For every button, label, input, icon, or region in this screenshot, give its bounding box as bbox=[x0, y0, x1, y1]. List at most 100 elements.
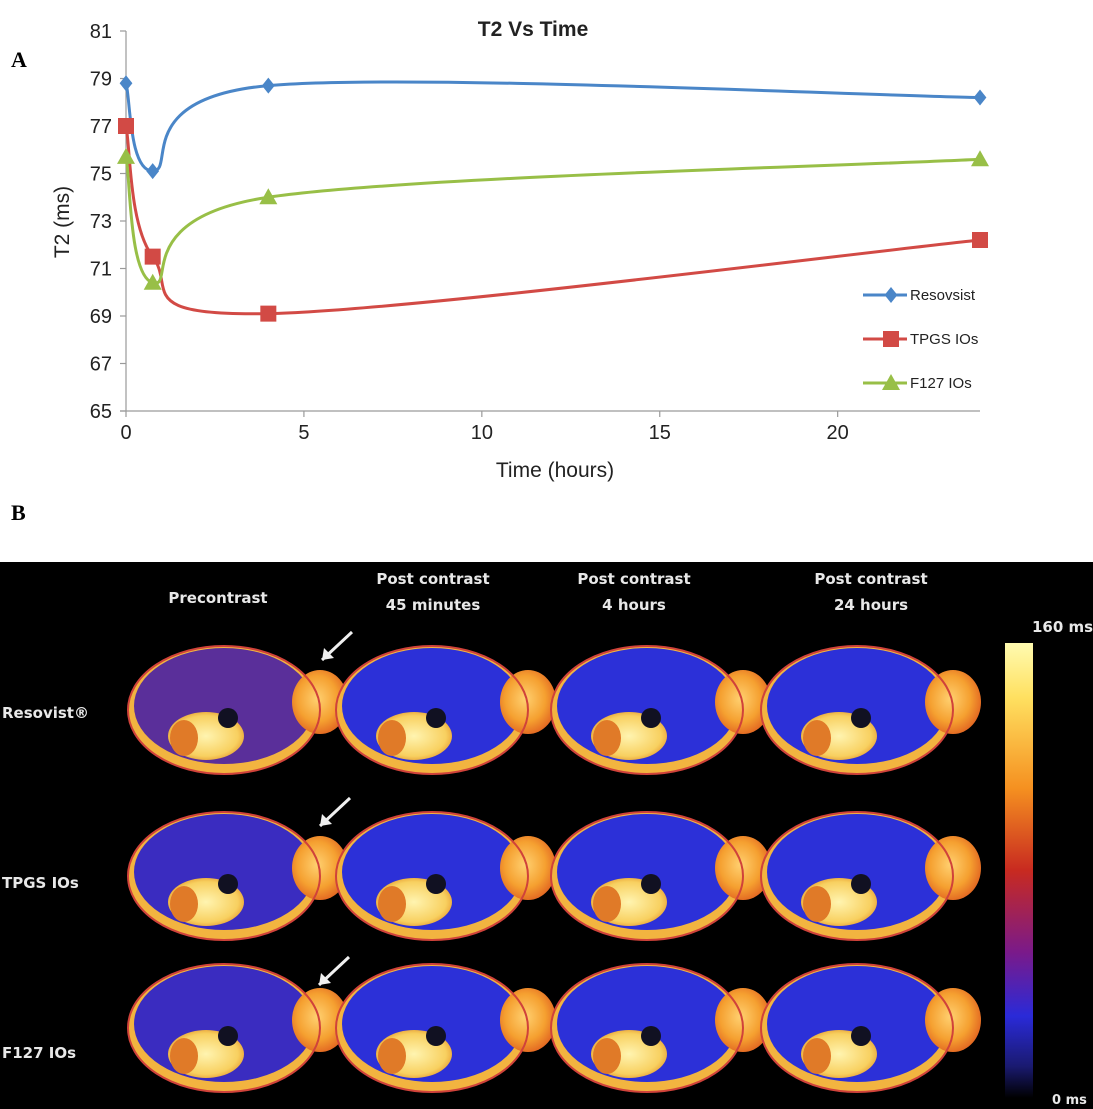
slice-outline bbox=[127, 645, 321, 775]
tumor-arrow-head bbox=[322, 648, 334, 660]
series-layer bbox=[117, 75, 989, 322]
slice-spine bbox=[851, 874, 871, 894]
mri-slice bbox=[127, 811, 348, 941]
slice-kidney bbox=[593, 720, 621, 756]
y-tick-label: 77 bbox=[90, 116, 112, 138]
slice-outline bbox=[335, 645, 529, 775]
slice-kidney bbox=[378, 1038, 406, 1074]
x-axis-ticks: 0 5 10 15 20 bbox=[120, 411, 849, 444]
slice-kidney bbox=[803, 1038, 831, 1074]
x-tick-label: 0 bbox=[120, 422, 131, 444]
y-tick-label: 81 bbox=[90, 21, 112, 43]
data-point-tpgs-ios bbox=[260, 305, 277, 322]
data-point-f127-ios bbox=[971, 150, 989, 167]
x-axis-title: Time (hours) bbox=[496, 459, 614, 482]
x-tick-label: 10 bbox=[471, 422, 493, 444]
slice-kidney bbox=[378, 886, 406, 922]
slice-spine bbox=[218, 874, 238, 894]
legend-marker-f127-ios bbox=[882, 374, 900, 390]
mri-slice bbox=[760, 963, 981, 1093]
slice-outline bbox=[550, 811, 744, 941]
mri-slice bbox=[550, 645, 771, 775]
mri-row-label: TPGS IOs bbox=[2, 874, 79, 892]
slice-spine bbox=[426, 874, 446, 894]
slice-kidney bbox=[170, 720, 198, 756]
y-axis-ticks: 65 67 69 71 73 75 77 79 81 bbox=[90, 21, 126, 423]
chart-title: T2 Vs Time bbox=[478, 18, 589, 41]
colorbar-max-label: 160 ms bbox=[1032, 618, 1093, 636]
slice-outline bbox=[335, 963, 529, 1093]
slice-spine bbox=[426, 708, 446, 728]
data-point-tpgs-ios bbox=[972, 232, 988, 248]
series-resovsist bbox=[119, 75, 987, 180]
x-tick-label: 15 bbox=[649, 422, 671, 444]
slice-spine bbox=[851, 708, 871, 728]
x-tick-label: 20 bbox=[827, 422, 849, 444]
slice-spine bbox=[218, 708, 238, 728]
panel-b-label: B bbox=[11, 500, 26, 525]
slice-kidney bbox=[803, 886, 831, 922]
slice-outline bbox=[760, 811, 954, 941]
slice-kidney bbox=[593, 1038, 621, 1074]
slice-spine bbox=[641, 1026, 661, 1046]
mri-column-header: Post contrast bbox=[376, 570, 489, 588]
data-point-resovsist bbox=[973, 89, 987, 106]
mri-slice bbox=[127, 645, 348, 775]
mri-column-header: 24 hours bbox=[834, 596, 908, 614]
slice-spine bbox=[641, 874, 661, 894]
slice-kidney bbox=[170, 1038, 198, 1074]
slice-outline bbox=[550, 963, 744, 1093]
series-line-tpgs-ios bbox=[124, 125, 981, 316]
mri-row-label: Resovist® bbox=[2, 704, 89, 722]
data-point-f127-ios bbox=[259, 188, 278, 205]
mri-column-header: 45 minutes bbox=[386, 596, 481, 614]
slice-outline bbox=[760, 645, 954, 775]
legend-label-f127-ios: F127 IOs bbox=[910, 375, 972, 392]
mri-row-label: F127 IOs bbox=[2, 1044, 76, 1062]
mri-column-header: 4 hours bbox=[602, 596, 666, 614]
line-chart: T2 Vs Time 65 67 69 71 73 75 77 79 81 0 5 10 15 20 T… bbox=[51, 18, 989, 482]
mri-slice bbox=[335, 811, 556, 941]
series-line-resovsist bbox=[124, 80, 981, 173]
tumor-arrow-head bbox=[320, 814, 332, 826]
legend-marker-resovsist bbox=[884, 287, 898, 303]
y-tick-label: 75 bbox=[90, 164, 112, 186]
mri-slice bbox=[335, 645, 556, 775]
mri-slice bbox=[127, 963, 348, 1093]
legend-label-tpgs-ios: TPGS IOs bbox=[910, 331, 978, 348]
slice-kidney bbox=[593, 886, 621, 922]
data-point-resovsist bbox=[261, 77, 275, 94]
mri-column-headers: Precontrast Post contrast 45 minutes Post c… bbox=[168, 570, 927, 614]
mri-image-grid bbox=[127, 645, 981, 1093]
slice-spine bbox=[851, 1026, 871, 1046]
data-point-f127-ios bbox=[143, 273, 162, 290]
colorbar-min-label: 0 ms bbox=[1052, 1093, 1087, 1108]
legend: Resovsist TPGS IOs F127 IOs bbox=[863, 287, 978, 392]
data-point-tpgs-ios bbox=[118, 118, 134, 134]
series-tpgs-ios bbox=[118, 118, 988, 322]
series-line-f127-ios bbox=[124, 156, 981, 285]
slice-kidney bbox=[170, 886, 198, 922]
data-point-f127-ios bbox=[117, 147, 135, 164]
y-tick-label: 65 bbox=[90, 401, 112, 423]
mri-slice bbox=[550, 811, 771, 941]
mri-column-header: Post contrast bbox=[814, 570, 927, 588]
slice-spine bbox=[641, 708, 661, 728]
slice-kidney bbox=[378, 720, 406, 756]
mri-slice bbox=[335, 963, 556, 1093]
mri-column-header: Post contrast bbox=[577, 570, 690, 588]
slice-kidney bbox=[803, 720, 831, 756]
legend-label-resovsist: Resovsist bbox=[910, 287, 976, 304]
slice-spine bbox=[426, 1026, 446, 1046]
series-f127-ios bbox=[117, 147, 989, 290]
y-tick-label: 69 bbox=[90, 306, 112, 328]
mri-slice bbox=[760, 645, 981, 775]
y-tick-label: 79 bbox=[90, 69, 112, 91]
data-point-tpgs-ios bbox=[144, 248, 161, 265]
y-axis-title: T2 (ms) bbox=[51, 186, 74, 258]
legend-marker-tpgs-ios bbox=[883, 331, 899, 347]
mri-panel: Precontrast Post contrast 45 minutes Post c… bbox=[0, 562, 1093, 1109]
mri-arrows bbox=[317, 630, 354, 987]
y-tick-label: 67 bbox=[90, 354, 112, 376]
slice-outline bbox=[127, 963, 321, 1093]
